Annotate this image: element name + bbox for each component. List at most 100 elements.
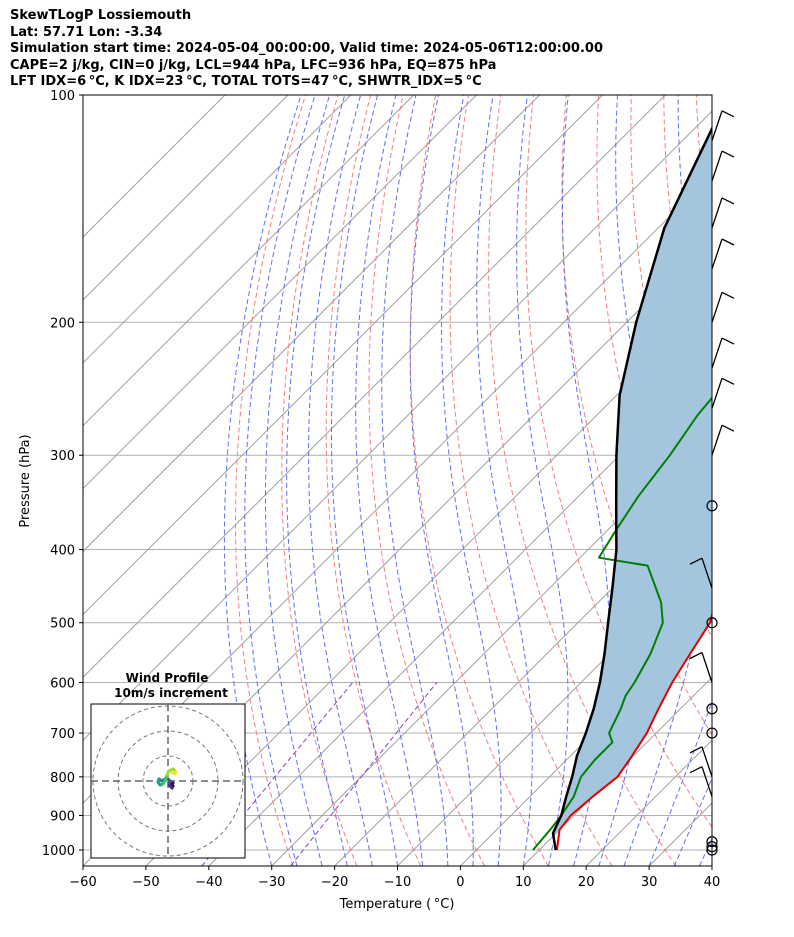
isotherm-line <box>271 424 712 866</box>
calm-wind-circle <box>706 836 718 848</box>
cape-fill-region <box>553 128 712 834</box>
wind-barb-staff <box>711 150 723 182</box>
x-tick-label: 40 <box>704 875 721 890</box>
wind-barb-flag <box>689 766 703 774</box>
wind-barb-flag <box>721 110 735 118</box>
dry-adiabat-line <box>488 95 677 866</box>
inset-title: Wind Profile <box>126 671 209 685</box>
wind-barb-flag <box>721 150 735 158</box>
profile-lines <box>532 125 712 851</box>
moist-adiabat-line <box>409 95 474 866</box>
x-tick-label: −60 <box>69 875 96 890</box>
dry-adiabat-line <box>449 95 613 866</box>
isotherm-line <box>83 95 540 553</box>
mixing-ratio-line <box>201 682 353 866</box>
dry-adiabat-line <box>281 95 358 866</box>
dry-adiabat-line <box>235 95 306 866</box>
calm-wind-circle <box>706 841 718 853</box>
location-line: Lat: 57.71 Lon: -3.34 <box>10 24 163 40</box>
time-line: Simulation start time: 2024-05-04_00:00:… <box>10 41 603 56</box>
moist-adiabat-line <box>244 95 316 866</box>
index-line: LFT IDX=6 °C, K IDX=23 °C, TOTAL TOTS=47… <box>10 74 482 89</box>
wind-barb <box>689 746 713 778</box>
y-tick-label: 500 <box>50 617 75 632</box>
isotherm-line <box>83 110 712 741</box>
moist-adiabat-line <box>355 95 424 866</box>
wind-barb-flag <box>721 291 735 299</box>
moist-adiabat-line <box>648 699 712 866</box>
isotherm-line <box>83 95 603 616</box>
moist-adiabat-line <box>265 95 331 866</box>
wind-barb <box>689 651 713 683</box>
calm-wind-circle <box>706 703 718 715</box>
isotherm-line <box>83 95 666 679</box>
dry-adiabat-line <box>368 95 485 866</box>
wind-barb <box>711 377 735 409</box>
moist-adiabat-line <box>381 95 449 866</box>
wind-barb-staff <box>711 337 723 369</box>
dry-adiabat-line <box>525 95 712 829</box>
y-tick-label: 800 <box>50 771 75 786</box>
parcel-profile-line <box>551 125 712 851</box>
wind-barb-flag <box>689 746 703 754</box>
wind-barb <box>711 424 735 456</box>
wind-barb-staff <box>701 652 713 683</box>
isotherm-line <box>83 95 477 490</box>
isotherm-line <box>145 299 712 866</box>
x-tick-label: −50 <box>132 875 159 890</box>
calm-wind-circle <box>706 500 718 512</box>
moist-adiabat-line <box>516 95 569 866</box>
wind-barb-staff <box>701 746 713 778</box>
isotherm-line <box>208 362 712 866</box>
isotherm-line <box>334 487 712 866</box>
wind-barb-staff <box>711 292 723 323</box>
isotherm-line <box>83 95 415 427</box>
x-tick-label: −40 <box>195 875 222 890</box>
x-axis-label: Temperature ( °C) <box>339 897 455 912</box>
y-tick-label: 200 <box>50 316 75 331</box>
moist-adiabat-line <box>331 95 398 866</box>
cape-line: CAPE=2 j/kg, CIN=0 j/kg, LCL=944 hPa, LF… <box>10 57 497 73</box>
dry-adiabat-line <box>729 95 794 866</box>
calm-wind-circle <box>706 727 718 739</box>
wind-barb-staff <box>711 378 723 409</box>
wind-barb-staff <box>701 766 713 797</box>
x-tick-label: 30 <box>641 875 658 890</box>
chart-header: SkewTLogP Lossiemouth Lat: 57.71 Lon: -3… <box>10 8 603 91</box>
wind-barb-flag <box>721 424 735 432</box>
isotherm-line <box>397 550 712 866</box>
inset-subtitle: 10m/s increment <box>114 686 228 700</box>
moist-adiabat-line <box>308 95 373 866</box>
dry-adiabat-line <box>762 95 794 866</box>
axes: −60 −50 −40 −30 −20 −10 0 10 20 30 40 1000 900 800 700… <box>42 89 720 890</box>
dry-adiabat-line <box>325 95 422 866</box>
x-tick-label: 20 <box>578 875 595 890</box>
cape-area <box>553 128 712 834</box>
x-tick-label: −30 <box>258 875 285 890</box>
isotherm-line <box>522 676 712 866</box>
x-tick-label: 10 <box>515 875 532 890</box>
moist-adiabat-line <box>286 95 348 866</box>
calm-wind-circle <box>706 844 718 856</box>
wind-barb <box>689 766 713 797</box>
dry-adiabat-line <box>409 95 549 866</box>
wind-barb <box>689 557 713 589</box>
moist-adiabat-line <box>476 95 533 866</box>
y-tick-label: 1000 <box>42 844 75 859</box>
y-axis-label: Pressure (hPa) <box>18 434 33 527</box>
wind-barb-staff <box>701 557 713 589</box>
isotherm-line <box>775 95 794 866</box>
isotherm-line <box>711 865 712 866</box>
wind-barb <box>711 291 735 323</box>
wind-barb-staff <box>711 425 723 456</box>
inset-wind-trace <box>170 771 177 776</box>
wind-barbs <box>689 110 735 856</box>
isotherm-line <box>83 95 352 364</box>
isotherm-line <box>83 95 226 238</box>
dewpoint-profile-line <box>532 396 712 851</box>
calm-wind-circle <box>706 617 718 629</box>
moist-adiabat-line <box>698 837 712 866</box>
wind-barb <box>711 337 735 369</box>
moist-adiabat-line <box>673 776 712 866</box>
